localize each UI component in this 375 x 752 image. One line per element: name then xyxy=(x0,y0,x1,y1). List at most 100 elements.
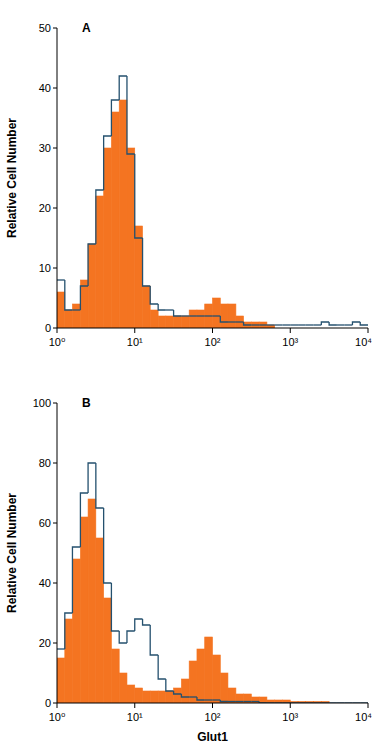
histogram-bar xyxy=(127,148,135,328)
x-tick-label: 10¹ xyxy=(127,336,143,348)
plot-area xyxy=(57,463,368,703)
histogram-step xyxy=(306,324,314,325)
histogram-step xyxy=(80,493,88,547)
histogram-bar xyxy=(104,148,112,328)
series xyxy=(57,76,368,325)
y-tick-label: 40 xyxy=(39,577,51,589)
histogram-bar xyxy=(135,688,143,703)
x-tick xyxy=(368,703,369,708)
histogram-bar xyxy=(244,322,252,328)
histogram-bar xyxy=(166,691,174,703)
histogram-step xyxy=(88,244,96,286)
histogram-bar xyxy=(143,286,151,328)
histogram-bar xyxy=(213,298,221,328)
histogram-bar xyxy=(205,637,213,703)
x-tick-label: 10² xyxy=(205,711,221,723)
histogram-bar xyxy=(228,688,236,703)
chart: 0102030405010⁰10¹10²10³10⁴ARelative Cell… xyxy=(5,21,372,348)
histogram-step xyxy=(251,701,259,702)
histogram-step xyxy=(329,322,337,325)
y-tick xyxy=(53,403,57,404)
histogram-bar xyxy=(57,658,65,703)
histogram-bar xyxy=(228,304,236,328)
histogram-step xyxy=(158,655,166,679)
histogram-bar xyxy=(236,316,244,328)
histogram-step xyxy=(65,613,73,649)
y-tick xyxy=(53,583,57,584)
histogram-bar xyxy=(72,304,80,328)
histogram-bar xyxy=(181,679,189,703)
x-axis-label: Glut1 xyxy=(197,730,228,744)
histogram-bar xyxy=(57,292,65,328)
histogram-step xyxy=(135,154,143,238)
histogram-bar xyxy=(259,322,267,328)
histogram-step xyxy=(244,322,252,325)
y-tick xyxy=(53,148,57,149)
histogram-step xyxy=(72,547,80,613)
histogram-step xyxy=(189,696,197,697)
histogram-step xyxy=(135,619,143,631)
histogram-bar xyxy=(127,685,135,703)
histogram-step xyxy=(345,324,353,325)
y-tick xyxy=(53,523,57,524)
histogram-step xyxy=(88,463,96,493)
histogram-bar xyxy=(205,304,213,328)
histogram-bar xyxy=(65,310,73,328)
x-tick-label: 10² xyxy=(205,336,221,348)
y-tick-label: 0 xyxy=(45,697,51,709)
y-tick-label: 10 xyxy=(39,262,51,274)
x-tick-label: 10³ xyxy=(282,336,298,348)
histogram-step xyxy=(298,324,306,325)
histogram-step xyxy=(220,700,228,702)
histogram-step xyxy=(158,304,166,310)
y-tick xyxy=(53,703,57,704)
y-axis xyxy=(57,403,58,703)
histogram-step xyxy=(57,279,65,280)
y-tick-label: 100 xyxy=(33,397,51,409)
x-tick-label: 10⁴ xyxy=(355,336,372,348)
histogram-bar xyxy=(119,673,127,703)
x-tick xyxy=(290,703,291,708)
series xyxy=(57,499,329,703)
x-tick-label: 10³ xyxy=(282,711,298,723)
histogram-step xyxy=(251,324,259,325)
histogram-step xyxy=(65,280,73,310)
histogram-bar xyxy=(251,697,259,703)
histogram-step xyxy=(205,315,213,316)
histogram-step xyxy=(213,699,221,700)
histogram-step xyxy=(96,190,104,244)
histogram-bar xyxy=(119,100,127,328)
y-tick-label: 20 xyxy=(39,202,51,214)
x-tick-label: 10¹ xyxy=(127,711,143,723)
histogram-bar xyxy=(158,691,166,703)
histogram-step xyxy=(314,324,322,325)
histogram-step xyxy=(352,322,360,325)
y-tick xyxy=(53,28,57,29)
histogram-bar xyxy=(213,655,221,703)
histogram-step xyxy=(119,631,127,643)
histogram-step xyxy=(96,463,104,508)
histogram-step xyxy=(143,619,151,625)
y-tick-label: 20 xyxy=(39,637,51,649)
histogram-bar xyxy=(236,694,244,703)
histogram-step xyxy=(337,324,345,325)
histogram-step xyxy=(174,310,182,316)
histogram-step xyxy=(80,286,88,310)
histogram-step xyxy=(150,286,158,304)
histogram-step xyxy=(104,136,112,190)
histogram-step xyxy=(72,309,80,310)
histogram-bar xyxy=(80,517,88,703)
histogram-step xyxy=(259,324,267,325)
histogram-bar xyxy=(111,649,119,703)
histogram-bar xyxy=(220,673,228,703)
histogram-bar xyxy=(88,244,96,328)
y-tick-label: 50 xyxy=(39,22,51,34)
histogram-bar xyxy=(251,322,259,328)
histogram-bar xyxy=(166,316,174,328)
histogram-step xyxy=(197,315,205,316)
histogram-bar xyxy=(189,661,197,703)
x-tick-label: 10⁰ xyxy=(49,336,66,348)
histogram-bar xyxy=(88,499,96,703)
histogram-step xyxy=(321,322,329,325)
histogram-bar xyxy=(80,280,88,328)
